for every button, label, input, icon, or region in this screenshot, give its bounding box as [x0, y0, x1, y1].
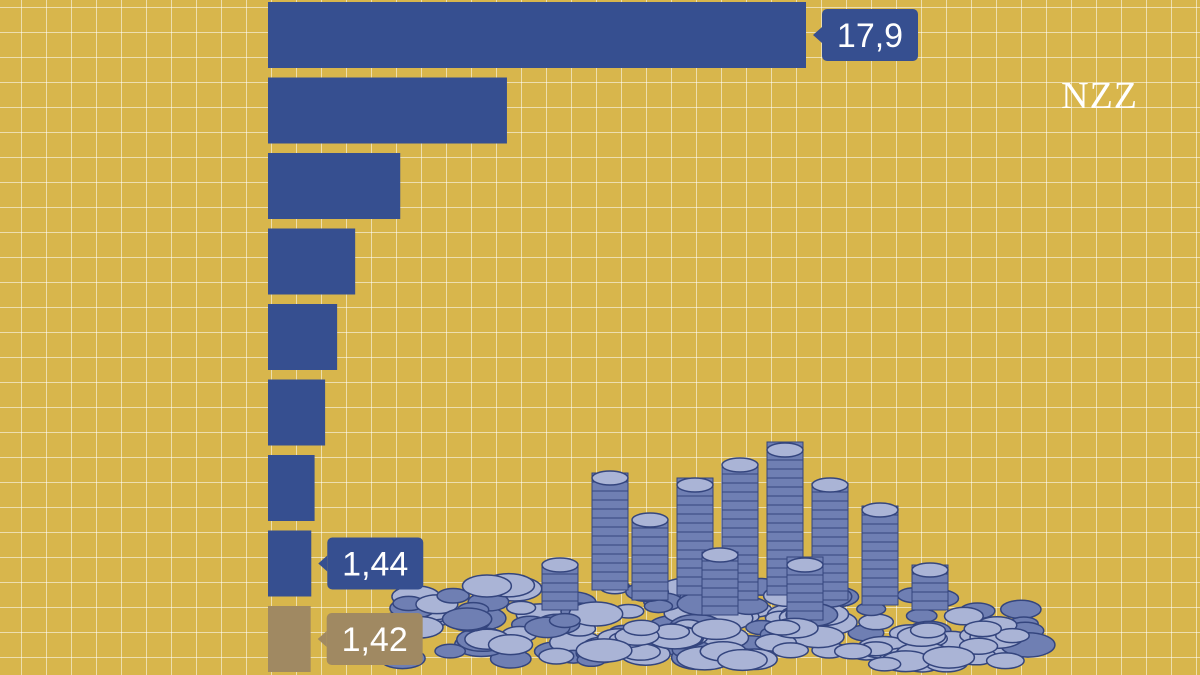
- coin-stack-top: [721, 457, 759, 473]
- value-label-pointer: [317, 631, 327, 647]
- coin: [691, 618, 742, 641]
- coin-stack-top: [786, 557, 824, 573]
- value-label-pointer: [318, 555, 328, 572]
- value-label-box: [822, 9, 918, 61]
- value-label-text: 17,9: [837, 17, 903, 55]
- coin: [922, 645, 976, 669]
- coin: [772, 642, 810, 659]
- value-label-1: 17,9: [813, 9, 918, 61]
- coin: [985, 652, 1025, 670]
- coin: [548, 612, 581, 629]
- coin-stack-top: [631, 512, 669, 528]
- coin-stack-top: [911, 562, 949, 578]
- coin: [505, 600, 537, 616]
- coin: [963, 620, 1003, 638]
- coin-stack-top: [811, 477, 849, 493]
- value-label-box: [326, 613, 423, 665]
- coin: [434, 643, 467, 659]
- bar-8: [268, 530, 312, 597]
- coin: [575, 638, 633, 663]
- coin: [538, 647, 575, 665]
- bar-5: [268, 304, 338, 370]
- nzz-logo: NZZ: [1061, 75, 1138, 117]
- bar-6: [268, 379, 326, 446]
- coin: [487, 634, 534, 656]
- coin-stack-top: [861, 502, 899, 518]
- coin: [867, 656, 902, 672]
- coin: [909, 622, 947, 639]
- coin: [441, 607, 493, 631]
- bar-2: [268, 77, 507, 144]
- value-label-9: 1,42: [317, 613, 423, 665]
- bar-7: [268, 455, 315, 521]
- value-label-8: 1,44: [318, 537, 424, 590]
- value-label-box: [327, 537, 424, 590]
- coin-stack-top: [676, 477, 714, 493]
- coin-stack-top: [766, 442, 804, 458]
- coin: [943, 606, 984, 626]
- coin-stack-top: [591, 470, 629, 486]
- bar-9: [268, 606, 311, 672]
- value-label-text: 1,42: [342, 621, 408, 659]
- coin: [622, 619, 661, 637]
- coin: [763, 619, 801, 636]
- coin: [995, 627, 1030, 644]
- coin: [833, 642, 873, 660]
- coin: [436, 587, 470, 604]
- bar-3: [268, 153, 401, 219]
- coin: [461, 574, 513, 598]
- coin: [716, 648, 768, 672]
- value-label-text: 1,44: [342, 546, 408, 584]
- bar-4: [268, 228, 356, 295]
- coin-stack-top: [541, 557, 579, 573]
- value-label-pointer: [813, 27, 822, 43]
- bar-1: [268, 2, 806, 68]
- coin-stack-top: [701, 547, 739, 563]
